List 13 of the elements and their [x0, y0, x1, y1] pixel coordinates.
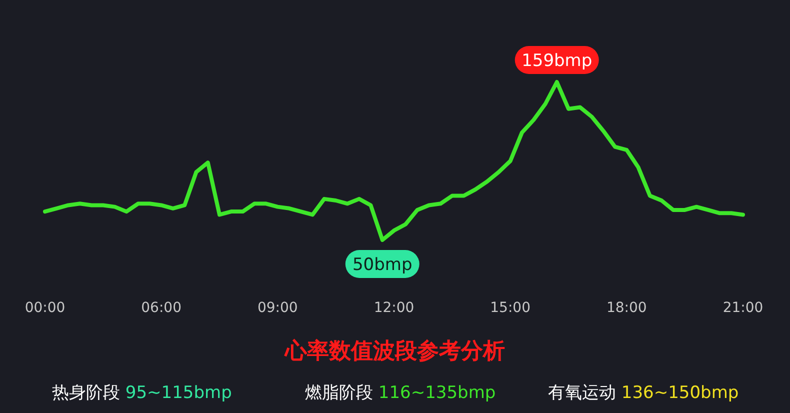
x-tick-label: 21:00 — [722, 300, 764, 316]
text: 热身阶段 95~115bmp — [52, 383, 232, 403]
annotation: 50bmp — [352, 255, 412, 275]
text: 心率数值波段参考分析 — [284, 338, 505, 364]
x-tick-label: 06:00 — [141, 300, 182, 316]
text: 燃脂阶段 116~135bmp — [305, 383, 496, 403]
x-tick-label: 12:00 — [374, 300, 414, 316]
x-tick-label: 18:00 — [606, 300, 647, 316]
x-tick-label: 15:00 — [490, 300, 531, 316]
x-tick-label: 00:00 — [24, 300, 66, 316]
x-tick-label: 09:00 — [257, 300, 298, 316]
annotation: 159bmp — [522, 51, 592, 71]
text: 有氧运动 136~150bmp — [548, 383, 739, 403]
